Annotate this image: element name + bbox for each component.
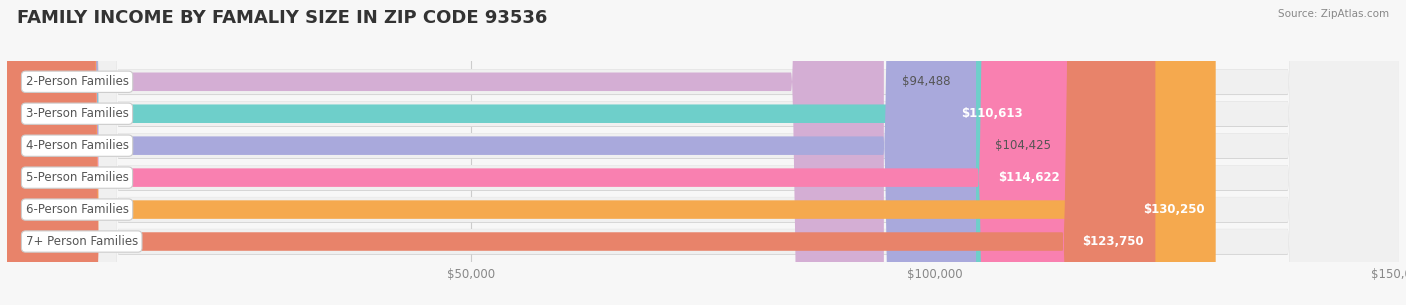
Text: $114,622: $114,622 <box>998 171 1060 184</box>
FancyBboxPatch shape <box>7 0 1033 305</box>
FancyBboxPatch shape <box>7 0 1071 305</box>
FancyBboxPatch shape <box>7 0 1399 305</box>
Text: 4-Person Families: 4-Person Families <box>25 139 128 152</box>
Text: 7+ Person Families: 7+ Person Families <box>25 235 138 248</box>
FancyBboxPatch shape <box>7 0 1399 305</box>
Text: $94,488: $94,488 <box>903 75 950 88</box>
FancyBboxPatch shape <box>7 0 1399 305</box>
Text: 5-Person Families: 5-Person Families <box>25 171 128 184</box>
FancyBboxPatch shape <box>7 0 884 305</box>
FancyBboxPatch shape <box>7 0 1399 305</box>
FancyBboxPatch shape <box>7 0 1399 305</box>
Text: $104,425: $104,425 <box>994 139 1050 152</box>
Text: $130,250: $130,250 <box>1143 203 1205 216</box>
Text: 3-Person Families: 3-Person Families <box>25 107 128 120</box>
FancyBboxPatch shape <box>7 0 1399 305</box>
FancyBboxPatch shape <box>7 0 976 305</box>
Text: Source: ZipAtlas.com: Source: ZipAtlas.com <box>1278 9 1389 19</box>
Text: 6-Person Families: 6-Person Families <box>25 203 128 216</box>
Text: 2-Person Families: 2-Person Families <box>25 75 128 88</box>
FancyBboxPatch shape <box>7 0 1399 305</box>
Text: FAMILY INCOME BY FAMALIY SIZE IN ZIP CODE 93536: FAMILY INCOME BY FAMALIY SIZE IN ZIP COD… <box>17 9 547 27</box>
FancyBboxPatch shape <box>7 0 1399 305</box>
FancyBboxPatch shape <box>7 0 1399 305</box>
FancyBboxPatch shape <box>7 0 1399 305</box>
FancyBboxPatch shape <box>7 0 1216 305</box>
FancyBboxPatch shape <box>7 0 1399 305</box>
FancyBboxPatch shape <box>7 0 1156 305</box>
Text: $123,750: $123,750 <box>1083 235 1144 248</box>
Text: $110,613: $110,613 <box>960 107 1022 120</box>
FancyBboxPatch shape <box>7 0 1399 305</box>
